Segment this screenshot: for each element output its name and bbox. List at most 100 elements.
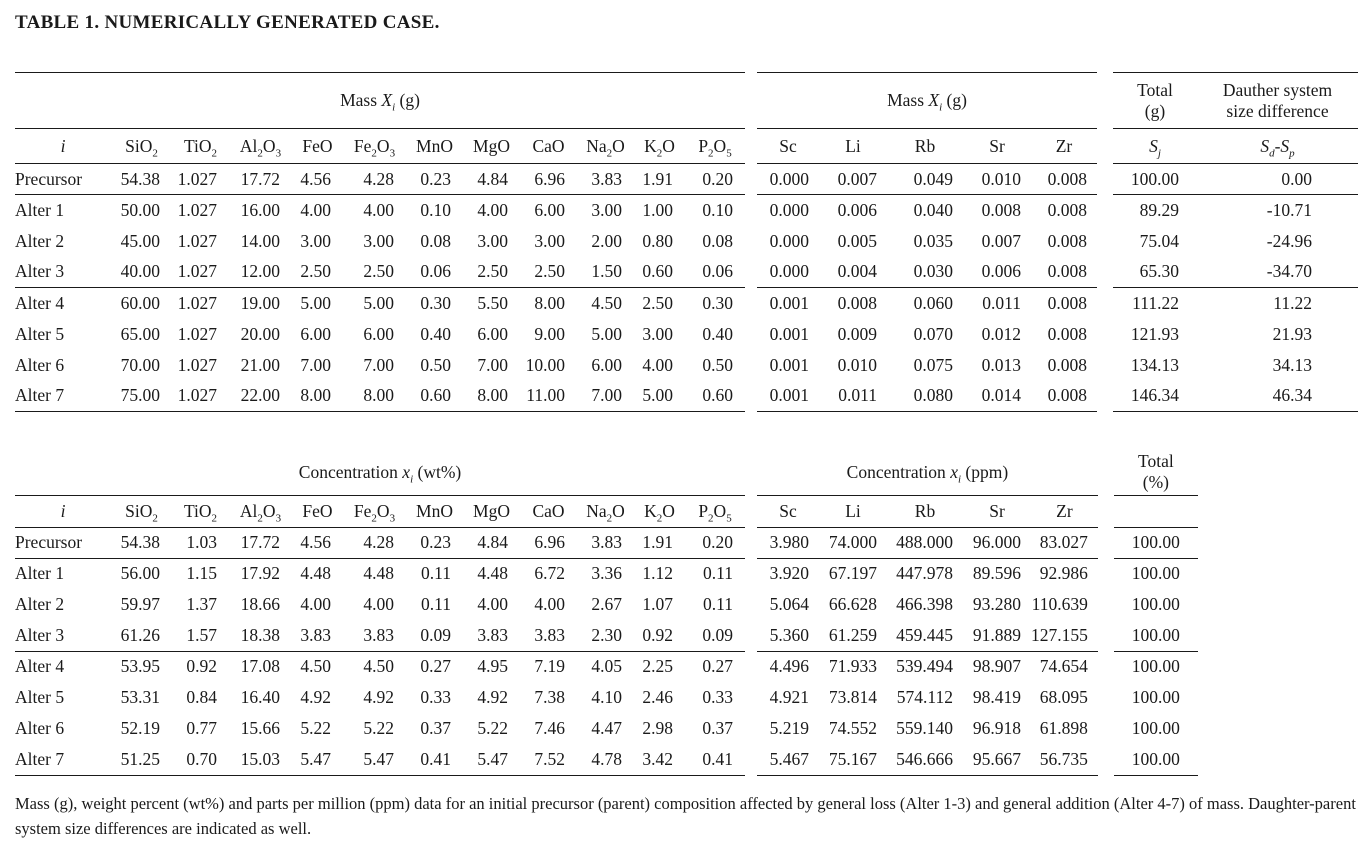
column-gap — [745, 450, 757, 495]
table-cell: 0.075 — [913, 354, 953, 375]
table-cell: 4.48 — [300, 563, 331, 584]
table-cell: 2.46 — [642, 687, 673, 707]
column-group-header: Mass Xi (g) — [757, 72, 1097, 129]
table-cell: 3.00 — [300, 230, 331, 251]
table-cell: 0.09 — [685, 620, 745, 652]
table-cell: 60.00 — [120, 292, 160, 313]
column-header: Sj — [1113, 128, 1197, 164]
table-cell: 0.27 — [420, 656, 451, 677]
table-cell: 7.19 — [534, 656, 565, 677]
table-cell: 17.92 — [240, 563, 280, 584]
table-cell: 71.933 — [828, 656, 877, 677]
table-cell: 3.00 — [363, 230, 394, 251]
column-header: Al2O3 — [229, 128, 292, 164]
column-header: Sr — [963, 128, 1031, 164]
table-cell: 0.000 — [757, 163, 819, 195]
column-gap — [745, 682, 757, 713]
table-cell: 4.00 — [300, 199, 331, 220]
column-header: K2O — [634, 495, 685, 528]
table-cell: 54.38 — [111, 163, 172, 195]
table-cell: 5.22 — [363, 718, 394, 738]
table-cell: 96.918 — [972, 718, 1021, 738]
table-cell: 0.23 — [406, 527, 463, 559]
table-cell: 61.26 — [111, 620, 172, 652]
table-cell: 22.00 — [229, 380, 292, 412]
table-cell: 0.11 — [703, 563, 733, 584]
column-header: MgO — [463, 495, 520, 528]
table-cell: 0.09 — [406, 620, 463, 652]
table-caption: Mass (g), weight percent (wt%) and parts… — [15, 794, 1356, 838]
mass-table: Mass Xi (g) Mass Xi (g) Total (g) Dauther sy… — [15, 72, 1358, 412]
table-cell: 3.920 — [769, 563, 809, 584]
table-cell: 3.83 — [577, 163, 634, 195]
row-label: Precursor — [15, 163, 111, 195]
table-cell: 3.83 — [577, 527, 634, 559]
table-cell: 0.001 — [757, 380, 819, 412]
table-cell: 111.22 — [1132, 292, 1179, 313]
table-cell: 7.52 — [520, 744, 577, 776]
column-group-header: Total (%) — [1113, 450, 1198, 496]
table-cell: 17.72 — [229, 163, 292, 195]
column-header: Sc — [757, 128, 819, 164]
table-cell: 0.10 — [702, 199, 733, 220]
table-cell: 5.47 — [463, 744, 520, 776]
table-cell: 4.47 — [591, 718, 622, 738]
table-cell: 4.00 — [477, 594, 508, 614]
table-cell: 1.027 — [177, 292, 217, 313]
table-cell: 0.06 — [406, 256, 463, 288]
table-cell: 0.84 — [186, 687, 217, 707]
table-row: Alter 7 51.25 0.70 15.03 5.47 5.47 0.41 5.47 7.5… — [15, 744, 1198, 776]
table-cell: 10.00 — [525, 354, 565, 375]
column-header: Rb — [887, 128, 963, 164]
row-label: Alter 5 — [15, 323, 65, 344]
table-cell: 100.00 — [1131, 594, 1180, 614]
table-cell: 4.00 — [477, 199, 508, 220]
table-cell: 0.030 — [887, 256, 963, 288]
table-cell: 0.40 — [702, 323, 733, 344]
table-cell: 3.83 — [343, 620, 406, 652]
table-cell: 0.008 — [1047, 292, 1087, 313]
table-cell: 46.34 — [1197, 380, 1358, 412]
table-cell: 83.027 — [1031, 527, 1098, 559]
table-cell: 0.007 — [819, 163, 887, 195]
table-cell: 1.12 — [642, 563, 673, 584]
column-header: MgO — [463, 128, 520, 164]
column-gap — [745, 744, 757, 775]
table-cell: 7.00 — [577, 380, 634, 412]
table-cell: 0.41 — [685, 744, 745, 776]
table-cell: 4.05 — [591, 656, 622, 677]
table-cell: 539.494 — [896, 656, 953, 677]
table-cell: 134.13 — [1130, 354, 1179, 375]
table-cell: 0.001 — [769, 323, 809, 344]
table-cell: 0.60 — [406, 380, 463, 412]
table-cell: 4.00 — [300, 594, 331, 614]
table-cell: 3.83 — [463, 620, 520, 652]
table-row: Alter 2 59.97 1.37 18.66 4.00 4.00 0.11 4.00 4.0… — [15, 589, 1198, 620]
table-cell: 74.654 — [1039, 656, 1088, 677]
table-cell: 0.06 — [685, 256, 745, 288]
table-cell: 6.96 — [520, 163, 577, 195]
table-cell: -24.96 — [1266, 230, 1312, 251]
table-cell: 3.980 — [757, 527, 819, 559]
table-cell: 7.00 — [300, 354, 331, 375]
column-gap — [745, 257, 757, 288]
column-gap — [745, 350, 757, 381]
table-cell: 0.008 — [1047, 354, 1087, 375]
column-gap — [1098, 744, 1114, 775]
table-cell: 3.00 — [591, 199, 622, 220]
table-cell: 0.005 — [837, 230, 877, 251]
table-cell: 0.004 — [819, 256, 887, 288]
table-cell: 100.00 — [1131, 718, 1180, 738]
table-cell: 15.03 — [229, 744, 292, 776]
row-label: Alter 4 — [15, 656, 65, 677]
table-cell: 574.112 — [896, 687, 953, 707]
table-cell: 2.00 — [591, 230, 622, 251]
table-row: Alter 7 75.00 1.027 22.00 8.00 8.00 0.60 8.00 11… — [15, 380, 1358, 412]
table-cell: 2.50 — [463, 256, 520, 288]
column-gap — [1098, 558, 1114, 589]
column-group-header: Total (g) — [1113, 72, 1197, 129]
table-row: Precursor 54.38 1.03 17.72 4.56 4.28 0.23 4.84 6… — [15, 527, 1198, 559]
table-row: Alter 6 70.00 1.027 21.00 7.00 7.00 0.50 7.00 10… — [15, 350, 1358, 381]
table-cell: 4.921 — [769, 687, 809, 707]
